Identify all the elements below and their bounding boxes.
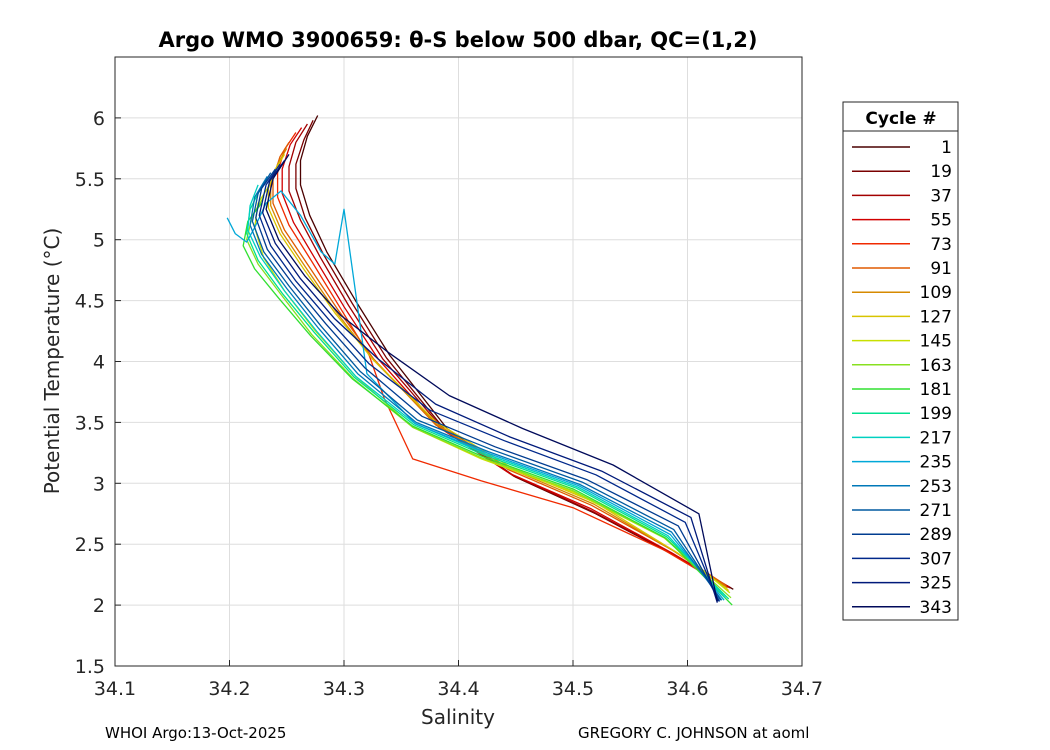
- y-tick-label: 4: [93, 352, 105, 374]
- x-tick-label: 34.2: [208, 678, 250, 700]
- y-tick-label: 4.5: [75, 291, 105, 313]
- legend-label-1: 1: [941, 138, 952, 158]
- legend-label-19: 19: [930, 162, 952, 182]
- chart-title: Argo WMO 3900659: θ-S below 500 dbar, QC…: [159, 28, 758, 52]
- series-layer: [226, 115, 734, 606]
- y-tick-label: 3: [93, 473, 105, 495]
- x-tick-label: 34.4: [437, 678, 479, 700]
- legend-entries: 1 19 37 55 73 91 109 127 145 163 181 199 217 235 253 27…: [852, 138, 952, 618]
- y-tick-label: 5: [93, 230, 105, 252]
- legend-label-127: 127: [920, 307, 952, 327]
- legend-label-235: 235: [920, 453, 952, 473]
- y-tick-label: 6: [93, 108, 105, 130]
- y-axis-label: Potential Temperature (°C): [40, 228, 64, 495]
- legend-label-307: 307: [920, 549, 952, 569]
- legend-label-343: 343: [920, 598, 952, 618]
- legend-label-199: 199: [920, 404, 952, 424]
- series-line-cycle-271: [251, 172, 722, 601]
- legend-label-289: 289: [920, 525, 952, 545]
- axis-ticks: 34.1 34.2 34.3 34.4 34.5 34.6 34.7 1.5 2 2.5 3 3.5 4…: [75, 108, 823, 700]
- x-tick-label: 34.3: [323, 678, 365, 700]
- x-tick-label: 34.5: [552, 678, 594, 700]
- x-tick-label: 34.6: [666, 678, 708, 700]
- legend-label-217: 217: [920, 428, 952, 448]
- series-line-cycle-307: [258, 163, 719, 602]
- legend-label-73: 73: [930, 235, 952, 255]
- legend-label-253: 253: [920, 477, 952, 497]
- legend-label-37: 37: [930, 186, 952, 206]
- y-tick-label: 2.5: [75, 534, 105, 556]
- series-line-cycle-289: [255, 168, 721, 602]
- series-line-cycle-253: [249, 176, 723, 601]
- series-line-cycle-217: [247, 184, 726, 599]
- y-tick-label: 5.5: [75, 169, 105, 191]
- legend-label-55: 55: [930, 211, 952, 231]
- y-tick-label: 1.5: [75, 656, 105, 678]
- legend-label-325: 325: [920, 574, 952, 594]
- x-tick-label: 34.7: [781, 678, 823, 700]
- series-line-cycle-109: [270, 148, 728, 589]
- legend-label-163: 163: [920, 356, 952, 376]
- legend: Cycle # 1 19 37 55 73 91 109 127 145 163 181 199 217…: [842, 101, 959, 621]
- legend-title: Cycle #: [865, 109, 936, 129]
- y-tick-label: 2: [93, 595, 105, 617]
- series-line-cycle-37: [288, 123, 731, 589]
- legend-label-91: 91: [930, 259, 952, 279]
- legend-label-145: 145: [920, 332, 952, 352]
- series-line-cycle-325: [262, 160, 718, 603]
- x-axis-label: Salinity: [421, 705, 495, 729]
- series-line-cycle-181: [242, 202, 733, 606]
- series-line-cycle-55: [281, 127, 730, 588]
- x-tick-label: 34.1: [94, 678, 136, 700]
- legend-label-271: 271: [920, 501, 952, 521]
- legend-label-109: 109: [920, 283, 952, 303]
- footer-left: WHOI Argo:13-Oct-2025: [105, 724, 287, 742]
- series-line-cycle-235: [226, 190, 725, 601]
- y-tick-label: 3.5: [75, 412, 105, 434]
- legend-label-181: 181: [920, 380, 952, 400]
- footer-right: GREGORY C. JOHNSON at aoml: [578, 724, 810, 742]
- series-line-cycle-343: [265, 154, 718, 602]
